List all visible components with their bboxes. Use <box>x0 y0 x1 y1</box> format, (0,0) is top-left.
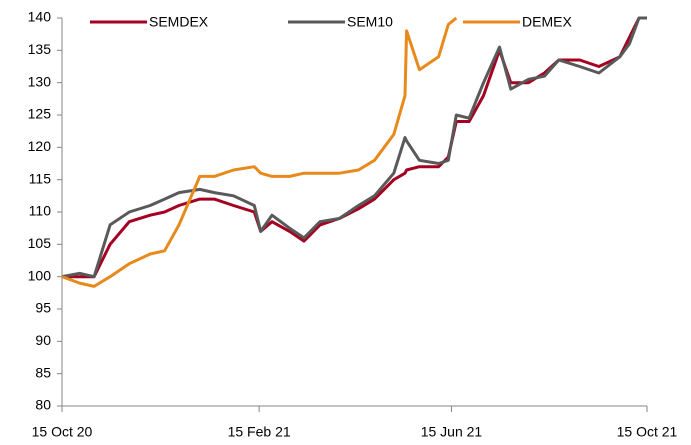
series-line <box>62 16 647 279</box>
x-tick-label: 15 Oct 21 <box>617 424 678 440</box>
plot-area <box>62 16 647 288</box>
y-tick-label: 115 <box>29 170 52 186</box>
y-tick-label: 120 <box>28 138 52 154</box>
y-tick-label: 95 <box>35 300 51 316</box>
series-line <box>62 16 458 288</box>
x-tick-label: 15 Oct 20 <box>32 424 93 440</box>
y-tick-label: 85 <box>35 364 51 380</box>
y-tick-label: 140 <box>28 9 52 25</box>
y-tick-label: 80 <box>35 397 51 413</box>
y-tick-label: 100 <box>28 267 52 283</box>
x-tick-label: 15 Jun 21 <box>421 424 483 440</box>
y-tick-label: 110 <box>29 203 52 219</box>
y-tick-label: 105 <box>28 235 52 251</box>
x-tick-label: 15 Feb 21 <box>228 424 291 440</box>
y-tick-label: 135 <box>28 41 52 57</box>
y-tick-label: 90 <box>35 332 51 348</box>
y-tick-label: 130 <box>28 73 52 89</box>
series-line <box>62 16 647 279</box>
legend-label: SEM10 <box>347 14 393 30</box>
legend-label: SEMDEX <box>149 14 209 30</box>
legend-label: DEMEX <box>522 14 572 30</box>
y-tick-label: 125 <box>28 106 52 122</box>
